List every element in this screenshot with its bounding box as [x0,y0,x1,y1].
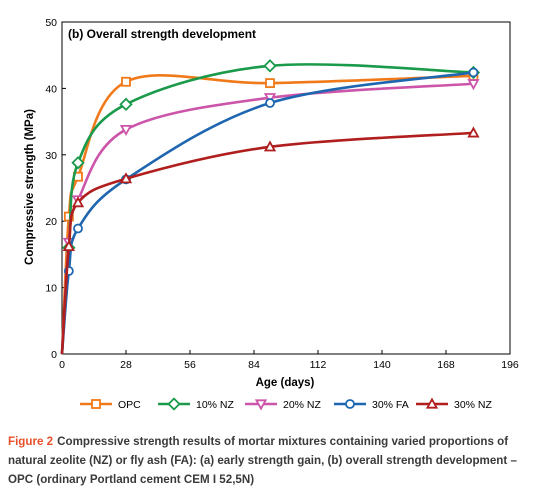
data-point [71,196,85,208]
x-tick-label: 84 [248,359,260,371]
x-tick-label: 56 [184,359,196,371]
y-tick-label: 30 [45,150,57,162]
chart-title: (b) Overall strength development [68,27,256,41]
x-tick-label: 196 [501,359,519,371]
data-point [254,399,268,411]
data-point [73,223,83,234]
data-point [119,172,133,184]
chart-axes: 0 10 20 30 40 50 0 28 56 84 112 140 168 196 [45,17,519,371]
series-30-nz [60,126,480,355]
legend-label: OPC [118,399,141,411]
x-tick-label: 28 [120,359,132,371]
y-tick-label: 50 [45,17,57,29]
data-point [265,98,275,108]
y-tick-label: 10 [45,283,57,295]
y-tick-label: 40 [45,83,57,95]
data-point [121,76,131,87]
data-point [265,78,275,88]
data-point [62,239,75,252]
data-point [467,79,480,91]
x-tick-label: 112 [310,359,327,371]
data-point [425,397,439,409]
data-point [467,126,480,138]
x-tick-label: 140 [373,359,391,371]
chart-series [60,59,481,355]
strength-line-chart: 0 10 20 30 40 50 0 28 56 84 112 140 168 196 (b) Overa… [24,17,519,411]
chart-legend: OPC 10% NZ 20% NZ 30% FA 30% NZ [80,397,493,411]
x-axis-label: Age (days) [256,377,315,389]
legend-item: OPC [80,399,141,411]
x-tick-label: 168 [437,359,455,371]
data-point [468,67,479,78]
data-point [91,399,101,409]
series-line [60,82,474,355]
data-point [119,124,133,137]
figure-caption-text: Compressive strength results of mortar m… [8,435,517,486]
data-point [263,140,277,152]
y-tick-label: 20 [45,216,57,228]
series-20-nz [60,79,480,355]
y-axis-label: Compressive strength (MPa) [24,109,36,265]
legend-label: 10% NZ [196,399,235,411]
data-point [167,397,181,411]
data-point [63,211,74,222]
legend-label: 30% FA [372,399,409,411]
data-point [345,399,355,409]
series-opc [60,70,479,355]
legend-item: 20% NZ [245,399,322,411]
data-point [263,59,277,73]
series-30-fa [60,67,479,355]
x-tick-label: 0 [59,359,65,371]
legend-label: 20% NZ [283,399,322,411]
legend-item: 10% NZ [158,397,235,411]
y-tick-label: 0 [51,349,57,361]
plot-frame [61,21,511,355]
series-line [60,71,474,355]
series-line [60,74,474,355]
legend-item: 30% FA [334,399,409,411]
series-line [60,131,474,355]
data-point [71,156,85,170]
data-point [119,97,133,112]
figure-caption: Figure 2 Compressive strength results of … [8,432,528,489]
legend-item: 30% NZ [416,397,493,411]
figure-caption-label: Figure 2 [8,435,54,448]
legend-label: 30% NZ [454,399,493,411]
